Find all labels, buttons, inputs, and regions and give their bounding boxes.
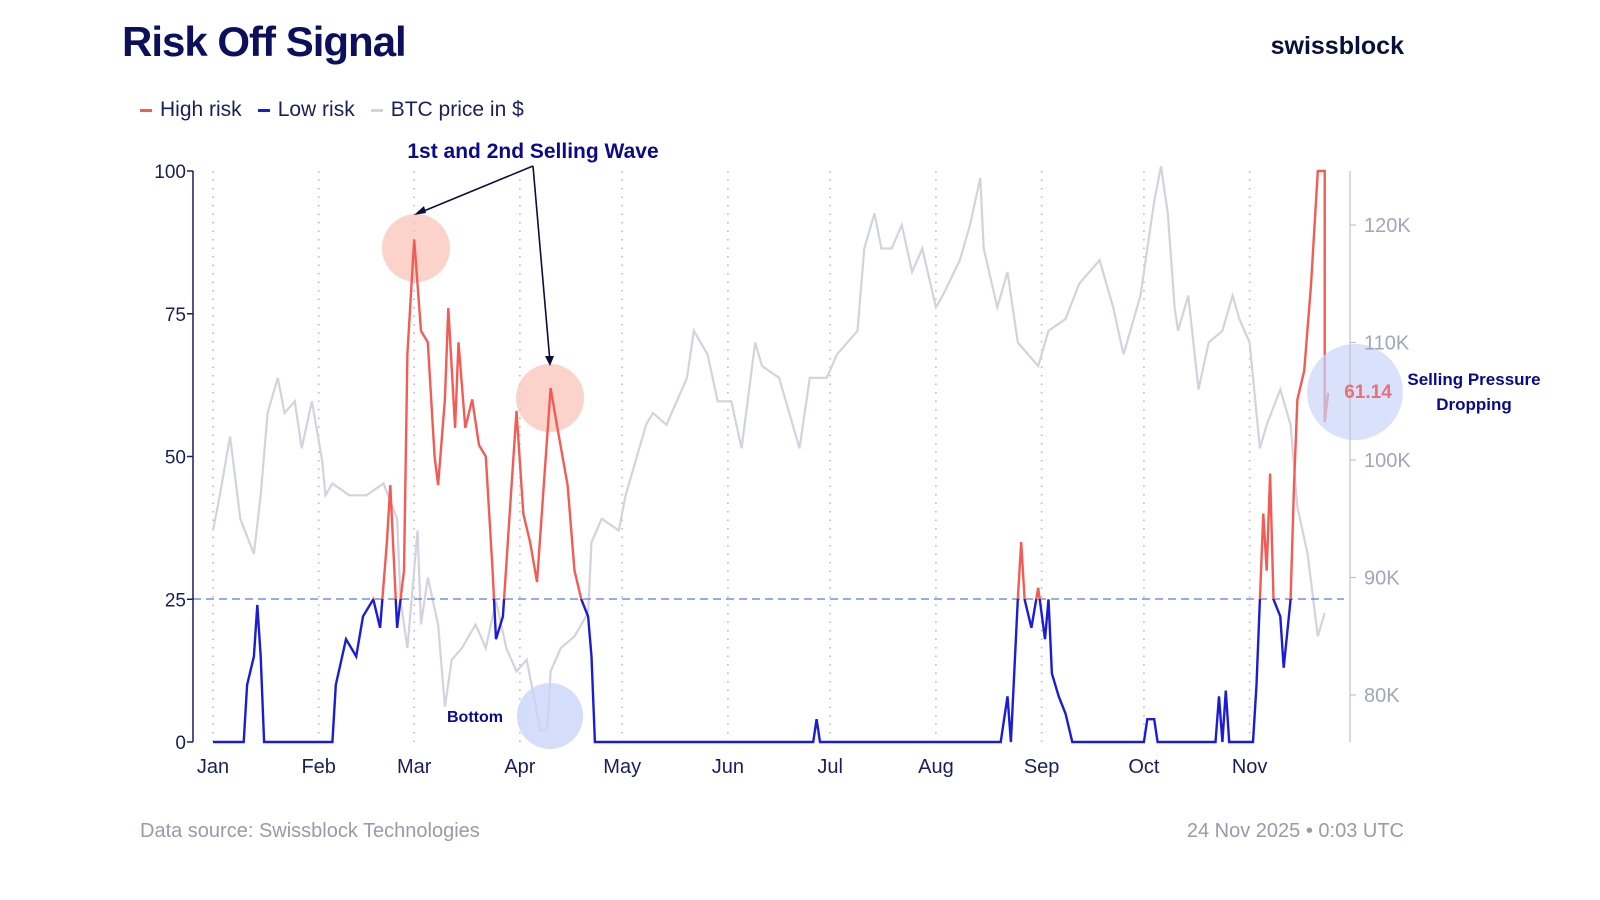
btc-price-line bbox=[211, 166, 1326, 732]
x-tick-label: Sep bbox=[1024, 756, 1060, 778]
highlight-bottom bbox=[517, 683, 583, 749]
x-tick-label: Nov bbox=[1232, 756, 1268, 778]
selling-wave-arrows bbox=[418, 165, 551, 363]
y-right-tick-label: 90K bbox=[1364, 568, 1400, 590]
y-right-tick-label: 80K bbox=[1364, 685, 1400, 707]
x-tick-label: Feb bbox=[301, 756, 335, 778]
x-tick-label: Oct bbox=[1128, 756, 1160, 778]
x-tick-label: Aug bbox=[918, 756, 954, 778]
y-left-tick-label: 25 bbox=[165, 590, 186, 611]
y-left-tick-label: 50 bbox=[165, 448, 186, 469]
x-tick-label: Apr bbox=[504, 756, 535, 778]
legend: High risk Low risk BTC price in $ bbox=[140, 98, 524, 122]
data-source: Data source: Swissblock Technologies bbox=[140, 820, 480, 842]
bottom-label: Bottom bbox=[447, 709, 503, 726]
pressure-label-2: Dropping bbox=[1436, 395, 1512, 414]
legend-high-risk: High risk bbox=[140, 98, 242, 122]
y-left-tick-label: 75 bbox=[165, 305, 186, 326]
y-left-tick-label: 0 bbox=[175, 733, 186, 754]
x-tick-label: Jan bbox=[197, 756, 229, 778]
y-left-tick-label: 100 bbox=[154, 162, 186, 183]
y-right-tick-label: 100K bbox=[1364, 450, 1411, 472]
timestamp: 24 Nov 2025 • 0:03 UTC bbox=[1186, 820, 1404, 842]
x-tick-label: Mar bbox=[397, 756, 432, 778]
low-risk-line bbox=[213, 599, 1292, 744]
x-tick-label: Jun bbox=[712, 756, 744, 778]
y-right-tick-label: 120K bbox=[1364, 215, 1411, 237]
pressure-label-1: Selling Pressure bbox=[1407, 370, 1540, 389]
selling-wave-label: 1st and 2nd Selling Wave bbox=[407, 140, 658, 163]
last-value-label: 61.14 bbox=[1344, 382, 1392, 403]
high-risk-line bbox=[372, 169, 1330, 599]
legend-low-risk: Low risk bbox=[257, 98, 355, 122]
legend-btc-price: BTC price in $ bbox=[370, 98, 524, 122]
highlight-pressure bbox=[1307, 344, 1403, 440]
x-tick-label: May bbox=[603, 756, 641, 778]
brand-logo: swissblock bbox=[1270, 32, 1404, 60]
x-tick-label: Jul bbox=[817, 756, 843, 778]
y-right-tick-label: 110K bbox=[1364, 333, 1410, 355]
page-title: Risk Off Signal bbox=[122, 18, 407, 65]
